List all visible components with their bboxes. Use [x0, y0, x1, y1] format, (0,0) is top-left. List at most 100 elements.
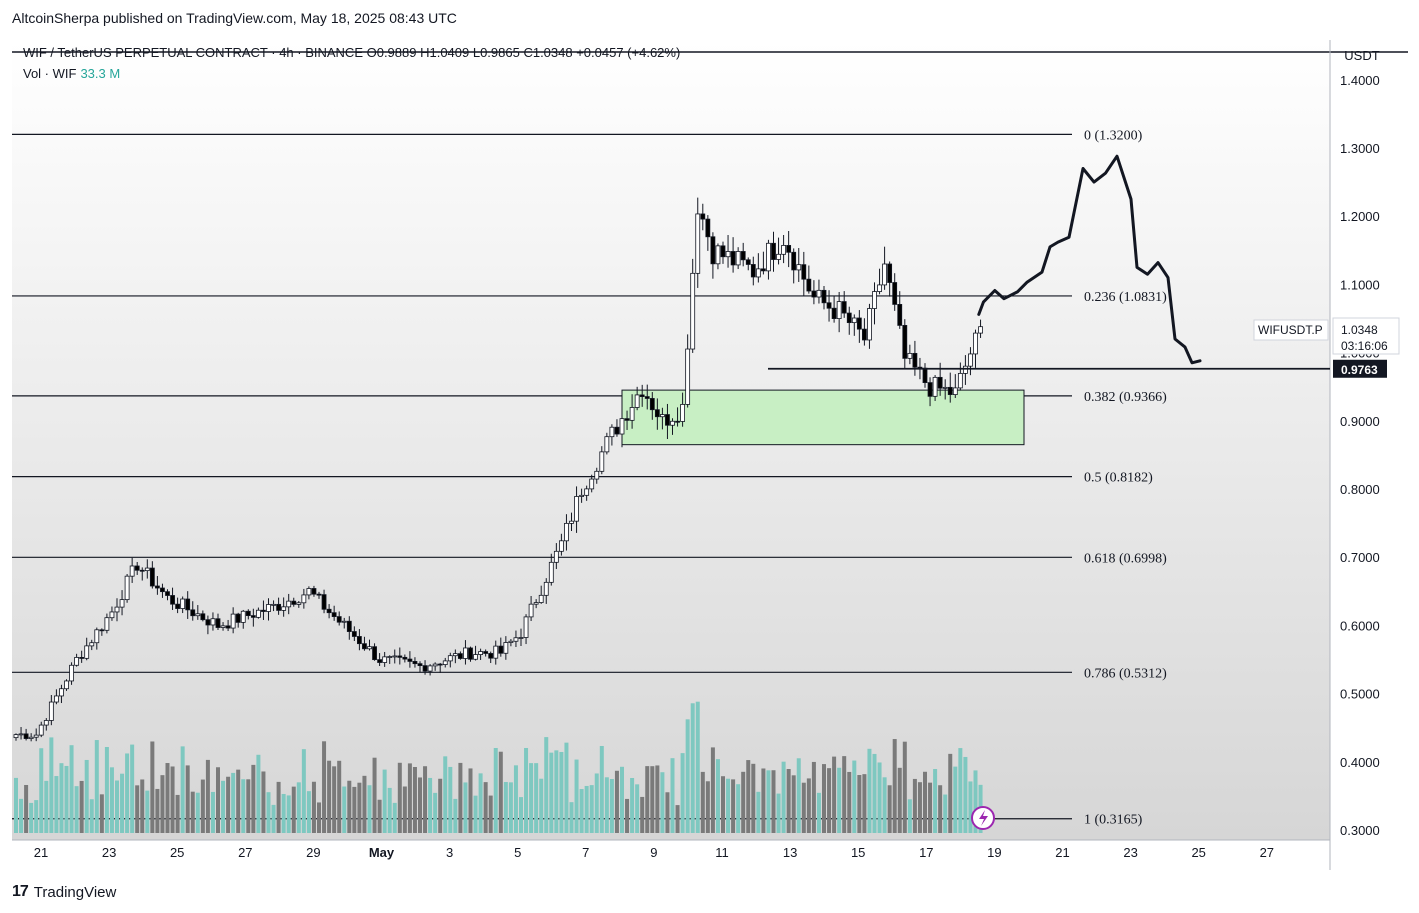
candle — [836, 301, 842, 319]
candle — [468, 647, 473, 660]
volume-bar — [296, 782, 301, 833]
volume-bar — [675, 805, 680, 833]
candle — [614, 426, 620, 435]
candle — [367, 646, 372, 650]
volume-bar — [721, 776, 725, 833]
price-tick-label: 0.5000 — [1340, 687, 1380, 702]
candle — [978, 326, 983, 334]
volume-bar — [731, 779, 736, 833]
candle — [64, 680, 69, 690]
volume-bar — [761, 768, 766, 833]
volume-bar — [226, 776, 231, 833]
volume-bar — [418, 777, 422, 833]
price-tick-label: 1.3000 — [1340, 141, 1380, 156]
candle — [897, 304, 903, 326]
volume-bar — [443, 756, 448, 833]
candle — [569, 520, 574, 524]
volume-bar — [579, 789, 584, 833]
volume-bar — [710, 747, 715, 833]
volume-bar — [564, 742, 569, 833]
candle — [326, 608, 332, 614]
candle — [533, 602, 539, 605]
volume-bar — [655, 765, 660, 833]
candle — [634, 394, 640, 408]
volume-bar — [700, 771, 705, 833]
volume-bar — [715, 759, 720, 833]
fib-label: 0.618 (0.6998) — [1084, 551, 1167, 566]
candle — [230, 613, 236, 629]
candle — [417, 663, 423, 667]
volume-bar — [69, 745, 74, 833]
candle — [225, 625, 231, 629]
candle — [685, 348, 691, 405]
volume-bar — [438, 778, 443, 833]
price-axis[interactable]: USDT1.40001.30001.20001.10001.00000.9000… — [1340, 48, 1380, 838]
volume-bar — [377, 799, 382, 833]
volume-bar — [630, 777, 635, 833]
candle — [806, 278, 812, 292]
volume-bar — [786, 768, 791, 833]
projection-layer — [977, 154, 1202, 365]
volume-bar — [781, 761, 786, 833]
candle — [387, 656, 393, 658]
volume-bar — [74, 786, 79, 833]
volume-legend[interactable]: Vol · WIF 33.3 M — [23, 66, 120, 81]
volume-bar — [64, 765, 69, 833]
symbol-legend[interactable]: WIF / TetherUS PERPETUAL CONTRACT · 4h ·… — [23, 45, 681, 60]
candle — [508, 640, 514, 643]
candle — [432, 663, 438, 667]
volume-bar — [508, 782, 513, 833]
volume-bar — [670, 758, 675, 833]
tradingview-logo[interactable]: 17 TradingView — [12, 883, 116, 901]
time-tick-label: 23 — [102, 845, 116, 860]
volume-bar — [165, 763, 170, 833]
candle — [463, 647, 468, 659]
volume-bar — [928, 782, 933, 833]
volume-bar — [902, 741, 907, 833]
candle — [957, 373, 963, 389]
volume-bar — [236, 769, 241, 833]
volume-bar — [917, 782, 922, 833]
candle — [316, 593, 322, 596]
candle — [841, 301, 847, 314]
volume-bar — [620, 766, 624, 833]
candle — [523, 616, 529, 638]
candle — [54, 695, 59, 703]
realtime-icon[interactable] — [971, 806, 995, 830]
volume-bar — [660, 772, 665, 833]
volume-bar — [185, 765, 190, 833]
volume-bar — [827, 768, 832, 833]
volume-bar — [529, 763, 534, 833]
volume-bar — [963, 756, 968, 833]
volume-bar — [806, 778, 811, 833]
volume-bar — [44, 780, 49, 833]
volume-bar — [281, 793, 286, 833]
candle — [377, 659, 383, 663]
candle — [437, 663, 443, 666]
candle — [882, 263, 887, 286]
volume-bar — [423, 766, 428, 833]
volume-bar — [680, 753, 685, 833]
candle — [478, 651, 484, 655]
time-tick-label: 5 — [514, 845, 521, 860]
time-tick-label: May — [369, 845, 395, 860]
volume-bar — [746, 760, 751, 833]
volume-bar — [362, 775, 367, 833]
volume-bar — [519, 797, 523, 833]
candle — [725, 251, 731, 258]
currency-label[interactable]: USDT — [1344, 48, 1379, 63]
candle — [205, 619, 211, 626]
candle — [538, 594, 544, 603]
time-axis[interactable]: 21 23 25 27 29 May 3 5 7 9 11 13 15 17 19 21 23 25 27 — [34, 845, 1274, 860]
candle — [160, 587, 165, 593]
volume-bar — [94, 740, 99, 833]
volume-bar — [261, 771, 266, 833]
candle — [872, 291, 877, 309]
candle — [705, 218, 711, 238]
time-tick-label: 25 — [170, 845, 184, 860]
volume-bar — [574, 759, 579, 833]
time-tick-label: 29 — [306, 845, 320, 860]
volume-bars — [14, 701, 983, 833]
volume-bar — [862, 774, 867, 833]
